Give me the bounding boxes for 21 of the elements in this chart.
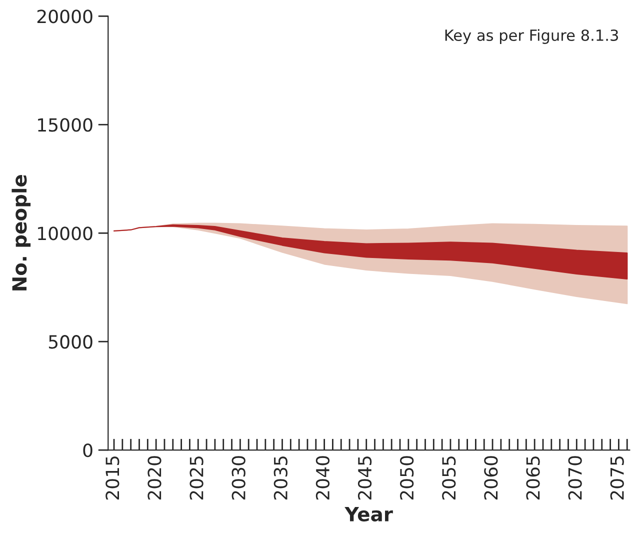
y-tick-label: 5000 bbox=[48, 335, 92, 349]
x-tick-label: 2050 bbox=[400, 456, 414, 500]
x-tick-label: 2045 bbox=[358, 456, 372, 500]
x-tick-label: 2040 bbox=[316, 456, 330, 500]
x-tick-label: 2060 bbox=[484, 456, 498, 500]
y-tick-label: 20000 bbox=[37, 10, 92, 24]
x-tick-label: 2035 bbox=[274, 456, 288, 500]
y-tick-label: 15000 bbox=[38, 118, 92, 132]
x-tick-label: 2075 bbox=[610, 456, 624, 500]
y-axis-title: No. people bbox=[12, 175, 31, 290]
x-axis-title: Year bbox=[344, 507, 393, 522]
x-tick-label: 2025 bbox=[190, 456, 204, 500]
y-tick-label: 10000 bbox=[38, 226, 92, 240]
annotation: Key as per Figure 8.1.3 bbox=[445, 29, 618, 44]
x-tick-label: 2065 bbox=[526, 456, 540, 500]
x-tick-label: 2070 bbox=[568, 456, 582, 500]
x-tick-label: 2020 bbox=[148, 456, 162, 500]
x-tick-label: 2015 bbox=[106, 456, 120, 500]
y-tick-label: 0 bbox=[83, 444, 92, 458]
x-tick-label: 2030 bbox=[232, 456, 246, 500]
x-tick-label: 2055 bbox=[442, 456, 456, 500]
